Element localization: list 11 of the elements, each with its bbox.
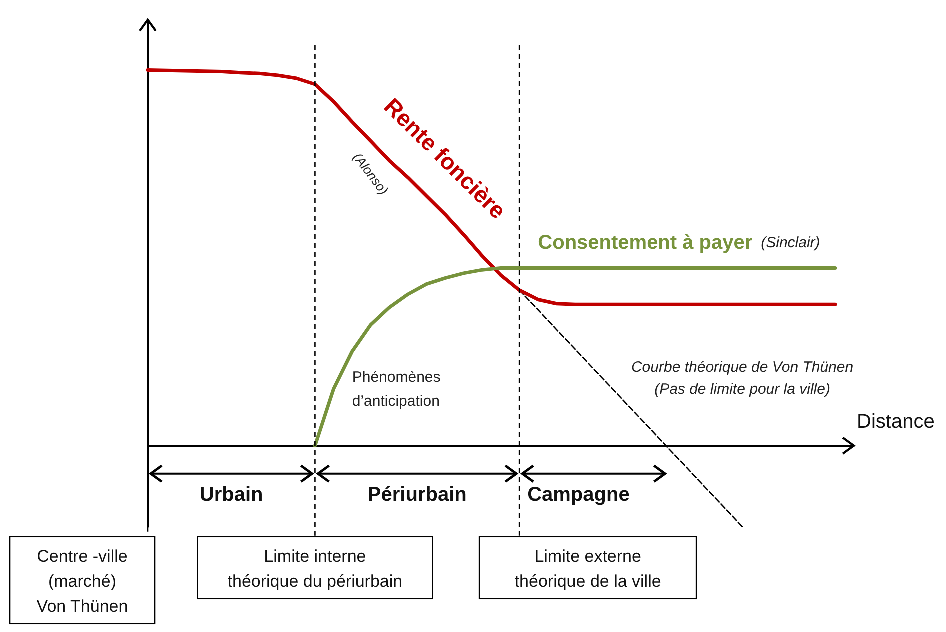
series-label: Courbe théorique de Von Thünen (Pas de limite pour la ville) bbox=[631, 358, 854, 398]
annotation: Phénomènes d’anticipation bbox=[352, 369, 441, 410]
annotation: Campagne bbox=[528, 484, 630, 506]
annotation: (Sinclair) bbox=[761, 234, 820, 252]
x-axis-title: Distance bbox=[857, 410, 935, 433]
text: Limite externe théorique de la ville bbox=[514, 546, 662, 591]
text: Limite interne théorique du périurbain bbox=[228, 546, 403, 591]
annotation: Périurbain bbox=[368, 484, 467, 506]
series-label: Consentement à payer bbox=[538, 232, 753, 254]
annotation: Urbain bbox=[200, 484, 264, 506]
text: Centre -ville (marché) Von Thünen bbox=[36, 546, 128, 616]
